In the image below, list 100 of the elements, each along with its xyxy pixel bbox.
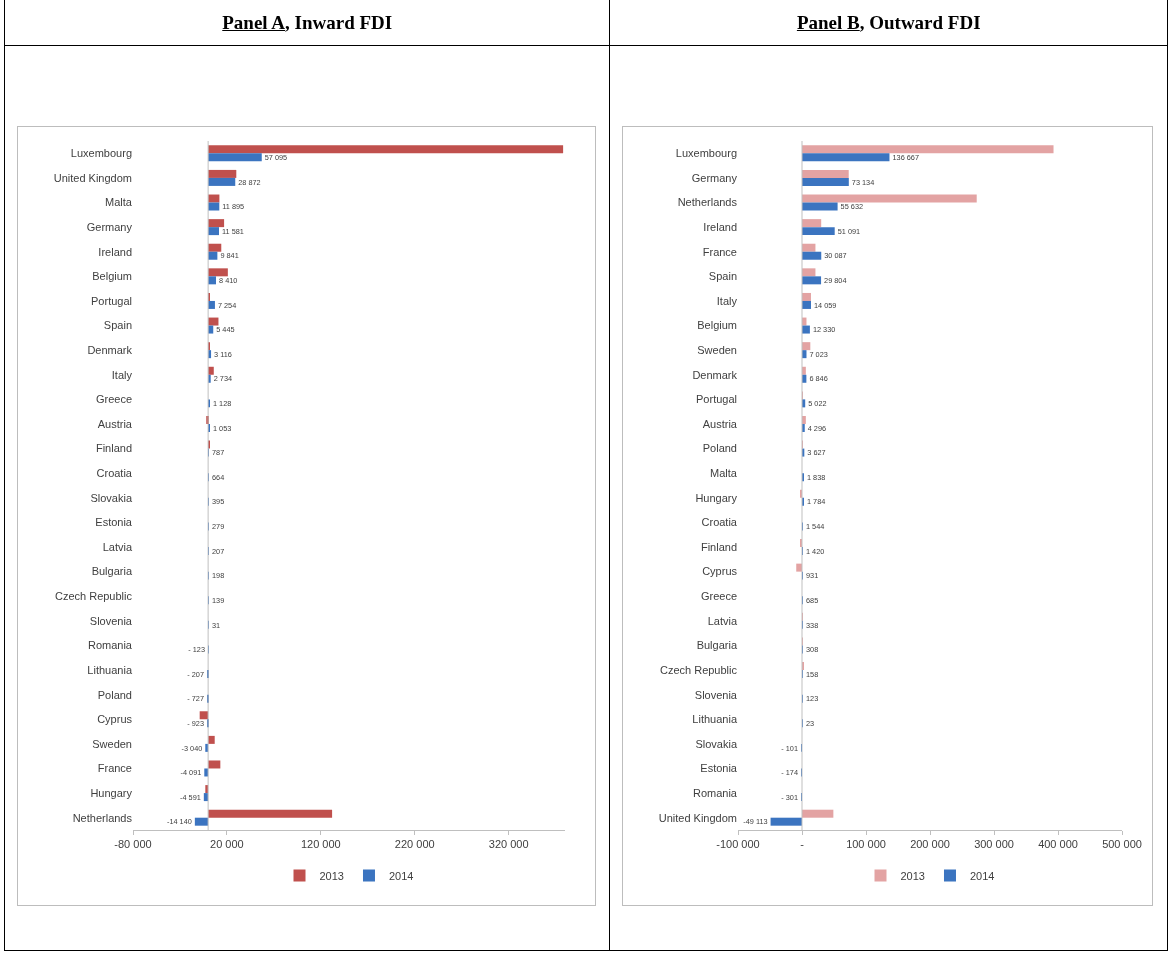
y-tick-label: Sweden xyxy=(697,344,738,357)
x-tick-label: 100 000 xyxy=(846,838,887,851)
data-label: - 923 xyxy=(187,718,204,728)
data-label: 30 087 xyxy=(824,251,848,261)
y-tick-label: Denmark xyxy=(87,344,133,357)
x-tick-label: 400 000 xyxy=(1038,838,1079,851)
data-label: 198 xyxy=(212,571,225,581)
y-tick-label: Netherlands xyxy=(72,811,133,824)
y-tick-label: Lithuania xyxy=(692,713,739,726)
y-tick-label: United Kingdom xyxy=(659,811,738,824)
y-tick-label: Ireland xyxy=(703,220,738,233)
data-label: 14 059 xyxy=(814,300,837,310)
data-label: 6 846 xyxy=(809,374,829,384)
data-label: 1 128 xyxy=(213,399,232,409)
y-tick-label: Czech Republic xyxy=(54,590,133,603)
y-tick-label: Portugal xyxy=(91,294,132,307)
y-tick-label: Germany xyxy=(692,171,738,184)
data-label: -4 591 xyxy=(180,792,201,802)
y-tick-label: Luxembourg xyxy=(70,147,132,160)
data-label: - 174 xyxy=(781,768,799,778)
y-tick-label: Slovenia xyxy=(695,688,739,701)
chart-title: Panel B, Outward FDI xyxy=(610,0,1167,46)
x-tick-label: 120 000 xyxy=(300,838,341,851)
y-tick-label: Estonia xyxy=(95,516,133,529)
data-label: -14 140 xyxy=(167,817,192,827)
y-tick-label: Malta xyxy=(710,467,739,480)
data-label: 3 116 xyxy=(214,349,232,359)
data-label: 1 838 xyxy=(807,472,826,482)
x-tick-label: 320 000 xyxy=(488,838,529,851)
x-tick-label: -80 000 xyxy=(114,838,152,851)
data-label: 931 xyxy=(806,571,819,581)
data-label: 279 xyxy=(212,522,225,532)
x-tick-label: 500 000 xyxy=(1102,838,1143,851)
data-label: 308 xyxy=(806,645,819,655)
data-label: 4 296 xyxy=(808,423,827,433)
y-tick-label: Latvia xyxy=(102,540,133,553)
data-label: 12 330 xyxy=(813,325,836,335)
y-tick-label: Romania xyxy=(693,786,739,799)
y-tick-label: Denmark xyxy=(692,368,738,381)
data-label: -3 040 xyxy=(181,743,203,753)
data-label: 5 445 xyxy=(216,325,235,335)
data-label: 7 254 xyxy=(217,300,237,310)
data-label: 207 xyxy=(212,546,225,556)
y-tick-label: Bulgaria xyxy=(91,565,133,578)
x-tick-label: 300 000 xyxy=(974,838,1015,851)
data-label: 1 544 xyxy=(806,522,825,532)
legend-label: 2014 xyxy=(970,869,995,882)
data-label: 136 667 xyxy=(892,152,920,162)
legend-label: 2013 xyxy=(900,869,926,882)
y-tick-label: Ireland xyxy=(98,245,132,258)
y-tick-label: Spain xyxy=(709,270,738,283)
y-tick-label: Cyprus xyxy=(702,565,738,578)
y-tick-label: Poland xyxy=(97,688,132,701)
y-tick-label: Finland xyxy=(701,540,738,553)
data-label: 338 xyxy=(806,620,819,630)
legend-label: 2014 xyxy=(388,869,414,882)
y-tick-label: Belgium xyxy=(92,270,132,283)
data-label: 7 023 xyxy=(809,349,829,359)
data-label: - 727 xyxy=(187,694,204,704)
y-tick-label: Belgium xyxy=(697,319,738,332)
y-tick-label: Italy xyxy=(111,368,133,381)
y-tick-label: Spain xyxy=(103,319,132,332)
data-label: 1 053 xyxy=(213,423,232,433)
y-tick-label: Hungary xyxy=(90,786,133,799)
data-label: 5 022 xyxy=(808,399,828,409)
y-tick-label: Portugal xyxy=(696,393,738,406)
y-tick-label: Croatia xyxy=(702,516,739,529)
y-tick-label: France xyxy=(703,245,738,258)
data-label: 685 xyxy=(806,595,819,605)
y-tick-label: France xyxy=(97,762,132,775)
data-label: 1 420 xyxy=(806,546,825,556)
y-tick-label: Estonia xyxy=(700,762,739,775)
data-label: 57 095 xyxy=(264,152,288,162)
y-tick-label: Luxembourg xyxy=(676,147,738,160)
data-label: 395 xyxy=(212,497,225,507)
x-tick-label: -100 000 xyxy=(716,838,761,851)
y-tick-label: Lithuania xyxy=(87,663,133,676)
data-label: 11 895 xyxy=(222,202,245,212)
y-tick-label: Slovakia xyxy=(695,737,739,750)
data-label: - 101 xyxy=(781,743,799,753)
data-label: - 301 xyxy=(781,792,799,802)
y-tick-label: Malta xyxy=(105,196,133,209)
data-label: 11 581 xyxy=(222,226,244,236)
data-label: 29 804 xyxy=(824,276,847,286)
data-label: -49 113 xyxy=(743,817,769,827)
y-tick-label: Greece xyxy=(701,590,738,603)
y-tick-label: Latvia xyxy=(708,614,739,627)
data-label: 55 632 xyxy=(841,202,864,212)
data-label: 73 134 xyxy=(852,177,875,187)
y-tick-label: Croatia xyxy=(96,467,133,480)
data-label: - 123 xyxy=(188,645,205,655)
y-tick-label: Austria xyxy=(703,417,739,430)
y-tick-label: Germany xyxy=(86,220,133,233)
x-tick-label: 200 000 xyxy=(910,838,951,851)
data-label: 2 734 xyxy=(213,374,233,384)
y-tick-label: Cyprus xyxy=(97,713,133,726)
y-tick-label: Hungary xyxy=(695,491,738,504)
data-label: - 207 xyxy=(187,669,204,679)
y-tick-label: United Kingdom xyxy=(53,171,132,184)
data-label: -4 091 xyxy=(180,768,202,778)
